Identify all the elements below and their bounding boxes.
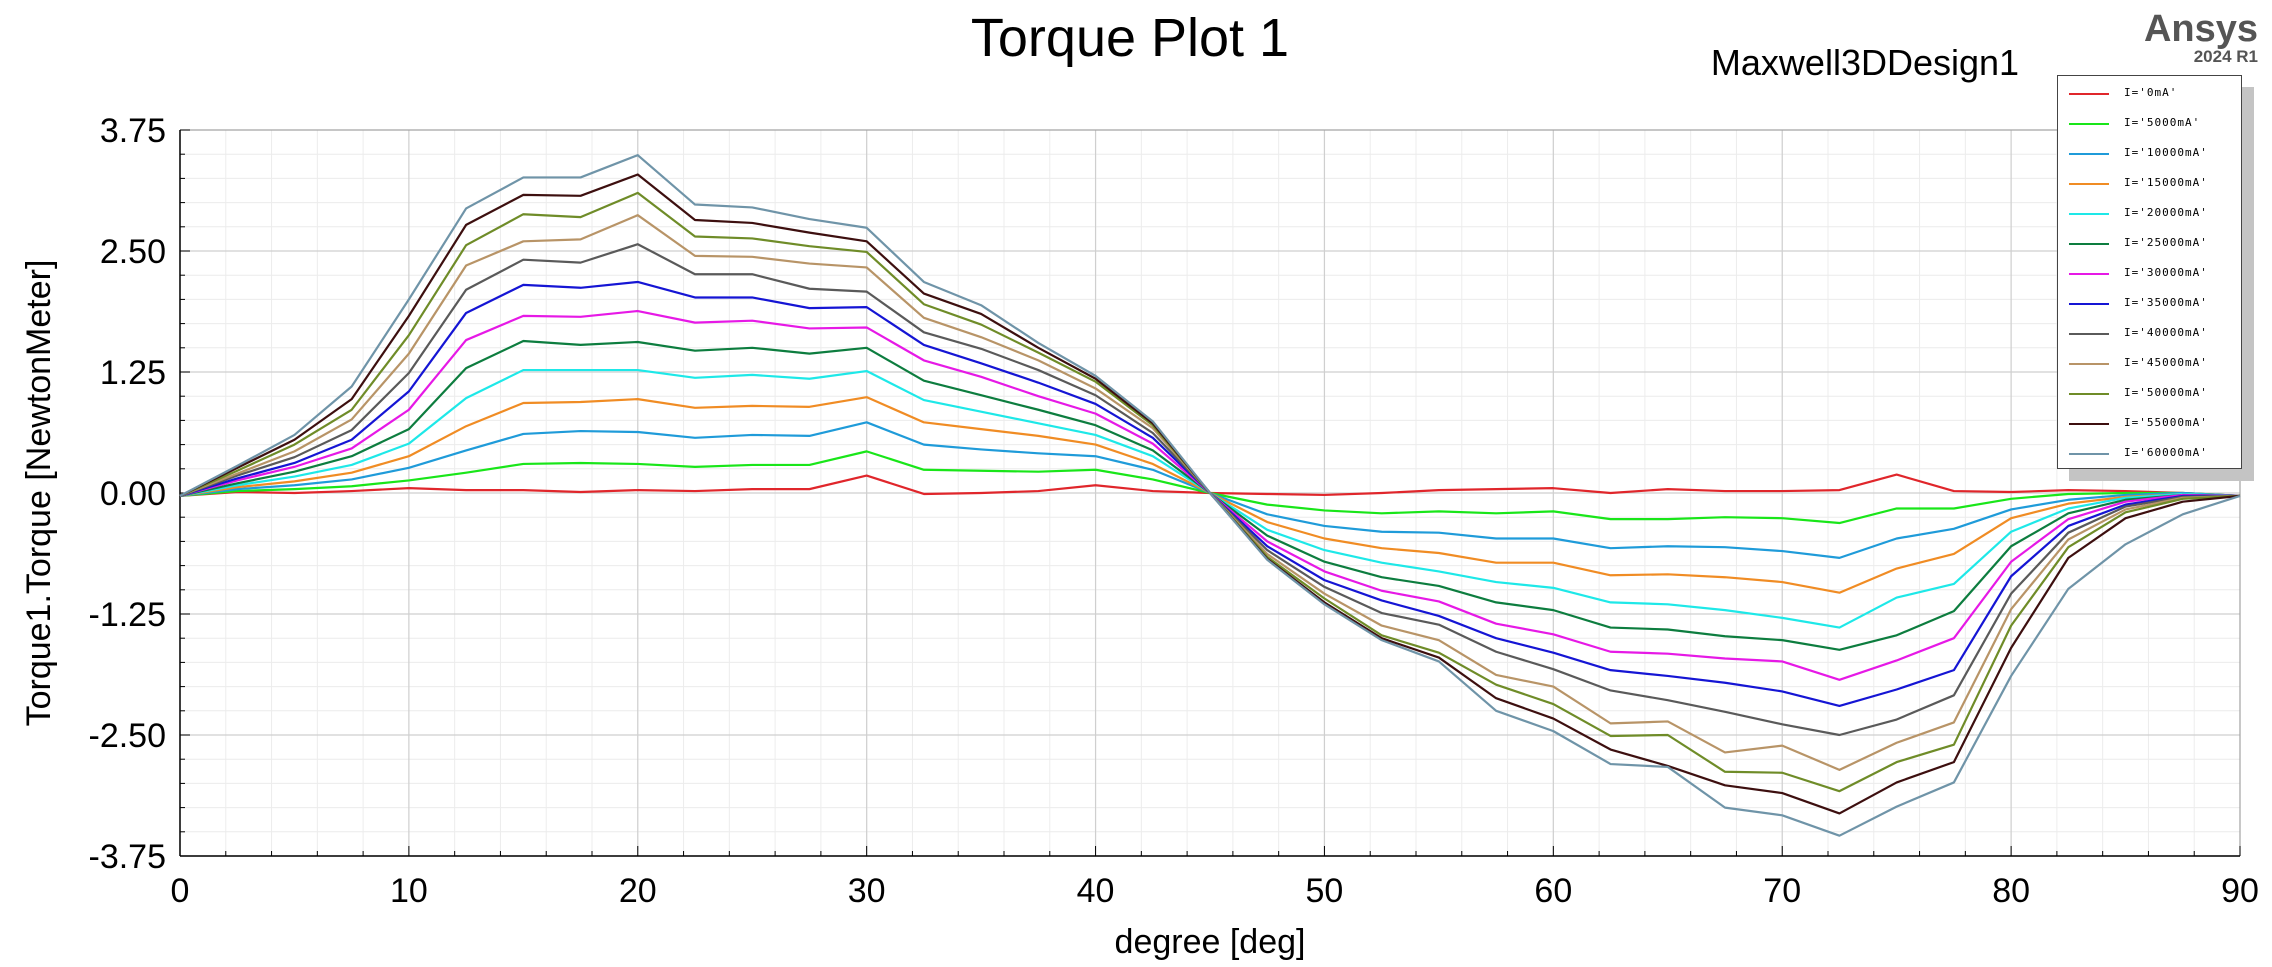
series-line xyxy=(179,450,2241,525)
x-tick-labels: 0 10 20 30 40 50 60 70 80 90 xyxy=(171,872,2259,910)
y-tick-label: -3.75 xyxy=(89,838,167,876)
legend-item: I='60000mA' xyxy=(2058,440,2241,468)
series-line xyxy=(179,368,2241,629)
y-tick-label: 0.00 xyxy=(100,475,166,513)
x-tick-label: 60 xyxy=(1534,872,1572,910)
legend-label: I='5000mA' xyxy=(2124,116,2201,129)
legend-item: I='55000mA' xyxy=(2058,410,2241,438)
y-tick-label: 2.50 xyxy=(100,233,166,271)
chart-subtitle: Maxwell3DDesign1 xyxy=(1711,42,2019,83)
legend-swatch xyxy=(2069,273,2109,275)
legend-item: I='50000mA' xyxy=(2058,380,2241,408)
y-tick-label: -2.50 xyxy=(89,717,167,755)
tick-marks xyxy=(179,129,2241,857)
series-line xyxy=(179,396,2241,594)
legend-swatch xyxy=(2069,303,2109,305)
ansys-brand: Ansys 2024 R1 xyxy=(2144,10,2258,66)
legend-swatch xyxy=(2069,393,2109,395)
chart-legend: I='0mA' I='5000mA' I='10000mA' I='15000mA' I… xyxy=(2057,75,2242,469)
legend-item: I='10000mA' xyxy=(2058,140,2241,168)
legend-label: I='60000mA' xyxy=(2124,446,2208,459)
x-tick-label: 90 xyxy=(2221,872,2259,910)
legend-label: I='45000mA' xyxy=(2124,356,2208,369)
legend-swatch xyxy=(2069,363,2109,365)
legend-item: I='5000mA' xyxy=(2058,110,2241,138)
y-tick-label: -1.25 xyxy=(89,596,167,634)
legend-item: I='25000mA' xyxy=(2058,230,2241,258)
legend-label: I='15000mA' xyxy=(2124,176,2208,189)
x-tick-label: 30 xyxy=(848,872,886,910)
legend-label: I='10000mA' xyxy=(2124,146,2208,159)
legend-swatch xyxy=(2069,153,2109,155)
legend-swatch xyxy=(2069,333,2109,335)
legend-swatch xyxy=(2069,213,2109,215)
series-line xyxy=(179,309,2241,681)
legend-label: I='40000mA' xyxy=(2124,326,2208,339)
legend-item: I='30000mA' xyxy=(2058,260,2241,288)
x-tick-label: 80 xyxy=(1992,872,2030,910)
legend-label: I='50000mA' xyxy=(2124,386,2208,399)
legend-item: I='15000mA' xyxy=(2058,170,2241,198)
legend-label: I='55000mA' xyxy=(2124,416,2208,429)
legend-swatch xyxy=(2069,243,2109,245)
legend-label: I='20000mA' xyxy=(2124,206,2208,219)
series-lines xyxy=(179,154,2241,837)
legend-label: I='0mA' xyxy=(2124,86,2178,99)
legend-item: I='35000mA' xyxy=(2058,290,2241,318)
legend-swatch xyxy=(2069,453,2109,455)
brand-name: Ansys xyxy=(2143,8,2258,50)
legend-swatch xyxy=(2069,93,2109,95)
y-tick-label: 3.75 xyxy=(100,112,166,150)
legend-item: I='45000mA' xyxy=(2058,350,2241,378)
legend-label: I='35000mA' xyxy=(2124,296,2208,309)
x-tick-label: 70 xyxy=(1763,872,1801,910)
x-tick-label: 0 xyxy=(171,872,190,910)
x-tick-label: 10 xyxy=(390,872,428,910)
y-tick-labels: 3.75 2.50 1.25 0.00 -1.25 -2.50 -3.75 xyxy=(89,112,167,876)
legend-label: I='25000mA' xyxy=(2124,236,2208,249)
y-axis-label: Torque1.Torque [NewtonMeter] xyxy=(20,260,58,727)
x-axis-label: degree [deg] xyxy=(1115,923,1306,961)
x-tick-label: 20 xyxy=(619,872,657,910)
legend-item: I='0mA' xyxy=(2058,80,2241,108)
series-line xyxy=(179,154,2241,837)
y-tick-label: 1.25 xyxy=(100,354,166,392)
legend-swatch xyxy=(2069,423,2109,425)
legend-swatch xyxy=(2069,123,2109,125)
brand-version: 2024 R1 xyxy=(2193,47,2258,66)
x-tick-label: 50 xyxy=(1306,872,1344,910)
legend-item: I='20000mA' xyxy=(2058,200,2241,228)
x-tick-label: 40 xyxy=(1077,872,1115,910)
chart-title: Torque Plot 1 xyxy=(971,8,1289,68)
legend-label: I='30000mA' xyxy=(2124,266,2208,279)
legend-item: I='40000mA' xyxy=(2058,320,2241,348)
legend-swatch xyxy=(2069,183,2109,185)
